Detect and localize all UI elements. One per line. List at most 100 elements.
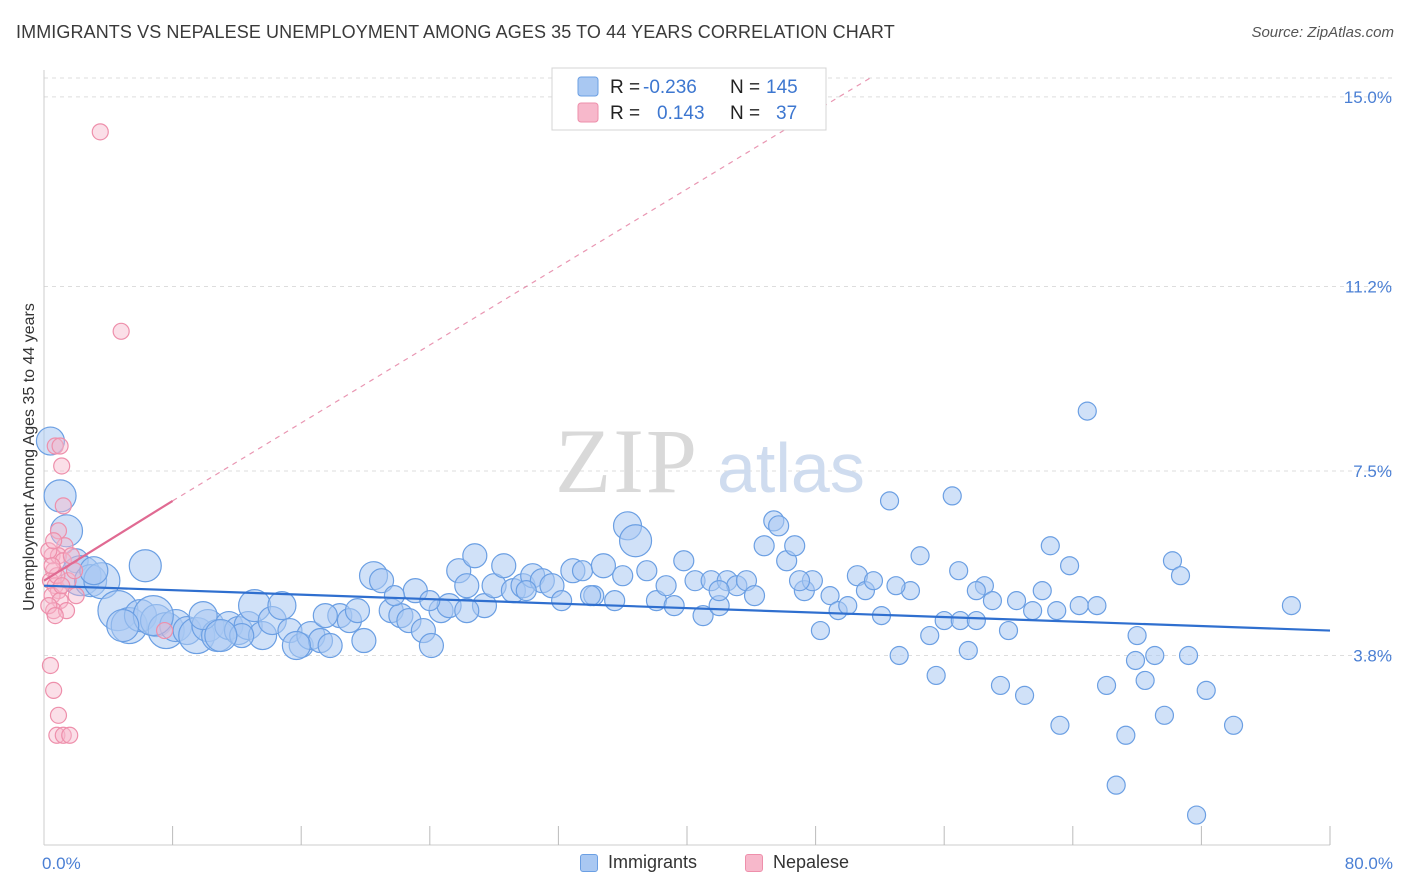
immigrants-point bbox=[454, 598, 480, 624]
immigrants-point bbox=[204, 618, 238, 653]
immigrants-point bbox=[79, 556, 109, 586]
y-tick-label: 7.5% bbox=[1353, 462, 1392, 481]
immigrants-point bbox=[655, 575, 677, 597]
grid-lines bbox=[44, 77, 1392, 656]
immigrants-point bbox=[990, 675, 1011, 696]
immigrants-point bbox=[673, 550, 695, 572]
nepalese-point bbox=[54, 497, 72, 515]
nepalese-point bbox=[49, 522, 68, 540]
immigrants-point bbox=[317, 632, 343, 659]
legend-item-immigrants: Immigrants bbox=[580, 852, 697, 873]
immigrants-point bbox=[383, 585, 406, 607]
immigrants-point bbox=[788, 570, 811, 592]
immigrants-point bbox=[1087, 596, 1107, 616]
tick-labels: 3.8% 7.5% 11.2% 15.0% 0.0% 80.0% bbox=[42, 88, 1393, 873]
nepalese-point bbox=[91, 123, 109, 141]
series-legend: Immigrants Nepalese bbox=[0, 852, 1406, 878]
axes bbox=[43, 70, 1331, 846]
nepalese-point bbox=[43, 547, 61, 565]
immigrants-point bbox=[1106, 775, 1126, 795]
immigrants-point bbox=[1032, 581, 1052, 601]
legend-n-label-nepalese: N = bbox=[730, 103, 760, 124]
nepalese-point bbox=[67, 587, 85, 605]
immigrants-point bbox=[1170, 566, 1191, 586]
immigrants-point bbox=[889, 645, 909, 666]
immigrants-point bbox=[838, 596, 858, 616]
legend-swatch-nepalese bbox=[577, 102, 599, 123]
immigrants-point bbox=[590, 553, 617, 579]
immigrants-point bbox=[636, 560, 658, 582]
immigrants-point bbox=[926, 665, 946, 686]
legend-swatch bbox=[580, 853, 598, 872]
immigrants-point bbox=[551, 590, 573, 612]
immigrants-point bbox=[949, 561, 969, 581]
watermark: ZIP atlas bbox=[555, 410, 865, 512]
immigrants-point bbox=[571, 560, 594, 582]
immigrants-point bbox=[998, 620, 1019, 641]
immigrants-point bbox=[515, 580, 537, 602]
immigrants-point bbox=[1059, 556, 1080, 576]
immigrants-point bbox=[1047, 601, 1067, 621]
immigrants-point bbox=[312, 602, 338, 629]
immigrants-point bbox=[267, 591, 297, 621]
immigrants-point bbox=[454, 573, 480, 599]
immigrants-point bbox=[1096, 675, 1117, 696]
immigrants-point bbox=[1023, 601, 1043, 621]
nepalese-point bbox=[51, 437, 69, 455]
immigrants-point bbox=[753, 535, 775, 557]
immigrants-point bbox=[1116, 725, 1136, 745]
immigrants-point bbox=[692, 604, 714, 627]
immigrants-point bbox=[368, 568, 395, 594]
immigrants-point bbox=[1135, 670, 1155, 691]
immigrants-point bbox=[344, 598, 371, 624]
immigrants-point bbox=[43, 479, 77, 513]
immigrants-point bbox=[708, 580, 730, 602]
immigrants-point bbox=[1125, 650, 1146, 671]
watermark-atlas: atlas bbox=[717, 429, 865, 507]
immigrants-point bbox=[419, 590, 441, 612]
legend-label-immigrants: Immigrants bbox=[608, 852, 698, 872]
immigrants-point bbox=[663, 595, 685, 617]
immigrants-point bbox=[491, 553, 517, 579]
nepalese-trend-line bbox=[43, 499, 174, 582]
legend-label-nepalese: Nepalese bbox=[773, 852, 850, 872]
chart-source: Source: ZipAtlas.com bbox=[1251, 24, 1394, 41]
nepalese-point bbox=[54, 726, 72, 744]
immigrants-point bbox=[958, 640, 978, 661]
immigrants-trend-line bbox=[43, 584, 1331, 632]
legend-r-label-immigrants: R = bbox=[610, 77, 640, 98]
immigrants-point bbox=[966, 581, 986, 601]
immigrants-point bbox=[886, 576, 906, 596]
immigrants-point bbox=[1281, 596, 1302, 616]
immigrants-point bbox=[1154, 705, 1175, 725]
legend-swatch bbox=[745, 853, 763, 872]
chart-title: IMMIGRANTS VS NEPALESE UNEMPLOYMENT AMON… bbox=[16, 22, 895, 42]
immigrants-point bbox=[1162, 551, 1183, 571]
immigrants-point bbox=[1178, 645, 1199, 666]
nepalese-point bbox=[112, 322, 130, 340]
nepalese-point bbox=[56, 537, 74, 555]
nepalese-point bbox=[48, 567, 66, 585]
immigrants-point bbox=[618, 524, 653, 558]
immigrants-point bbox=[966, 610, 986, 631]
immigrants-point bbox=[1186, 805, 1207, 825]
immigrants-point bbox=[768, 515, 790, 537]
immigrants-point bbox=[281, 630, 311, 661]
nepalese-point bbox=[48, 726, 66, 744]
nepalese-point bbox=[43, 557, 61, 575]
legend-r-value-immigrants: -0.236 bbox=[643, 77, 697, 98]
immigrants-point bbox=[106, 608, 140, 643]
nepalese-point bbox=[45, 681, 63, 700]
immigrants-point bbox=[879, 491, 900, 511]
legend-r-label-nepalese: R = bbox=[610, 103, 640, 124]
nepalese-point bbox=[40, 597, 58, 615]
trend-lines bbox=[43, 76, 1331, 632]
legend-item-nepalese: Nepalese bbox=[745, 852, 849, 873]
legend-n-value-immigrants: 145 bbox=[766, 77, 798, 98]
immigrants-point bbox=[743, 585, 766, 607]
immigrants-point bbox=[1014, 685, 1035, 705]
x-tick-label: 0.0% bbox=[42, 854, 81, 873]
immigrants-point bbox=[188, 600, 218, 631]
immigrants-point bbox=[1077, 401, 1097, 421]
